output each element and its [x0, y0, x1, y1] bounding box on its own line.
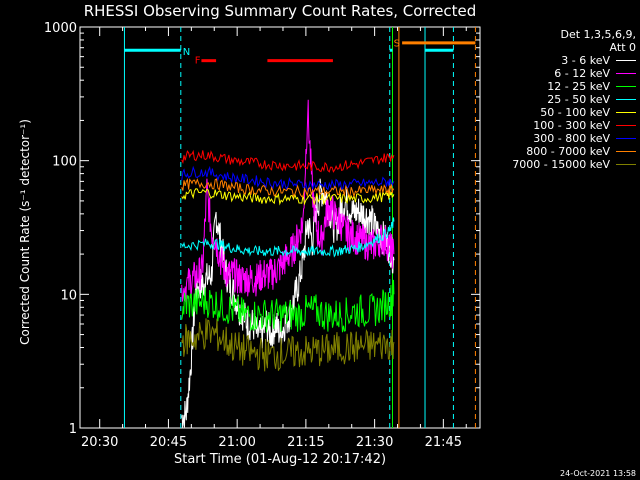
legend-entry: 6 - 12 keV: [484, 67, 636, 80]
series-50-100-keV: [181, 188, 395, 206]
legend-swatch: [616, 138, 636, 139]
flag-label-N: N: [183, 47, 190, 58]
legend-entry-label: 3 - 6 keV: [561, 54, 610, 67]
series-800-7000-keV: [181, 178, 395, 198]
legend-swatch: [616, 112, 636, 113]
legend-entry: 300 - 800 keV: [484, 132, 636, 145]
legend-swatch: [616, 164, 636, 165]
series-3-6-keV: [181, 178, 395, 428]
series-6-12-keV: [181, 99, 395, 303]
legend-entry-label: 300 - 800 keV: [533, 132, 610, 145]
series-7000-15000-keV: [181, 318, 395, 372]
series-25-50-keV: [181, 217, 395, 258]
x-tick-label-0: 20:30: [81, 435, 118, 450]
legend-entry-label: 12 - 25 keV: [547, 80, 610, 93]
legend-entry: 25 - 50 keV: [484, 93, 636, 106]
legend-header-2: Att 0: [609, 41, 636, 54]
legend-entry: 7000 - 15000 keV: [484, 158, 636, 171]
series-300-800-keV: [181, 165, 395, 192]
y-tick-label-2: 100: [52, 155, 77, 170]
legend-swatch: [616, 73, 636, 74]
legend-entry-label: 6 - 12 keV: [554, 67, 610, 80]
flag-label-S: S: [394, 39, 400, 50]
chart-title: RHESSI Observing Summary Count Rates, Co…: [83, 2, 477, 20]
legend-entry: 100 - 300 keV: [484, 119, 636, 132]
legend-entry: 3 - 6 keV: [484, 54, 636, 67]
y-axis-label: Corrected Count Rate (s⁻¹ detector⁻¹): [18, 119, 32, 345]
legend-entry-label: 800 - 7000 keV: [526, 145, 610, 158]
x-tick-label-4: 21:30: [356, 435, 393, 450]
series-100-300-keV: [181, 149, 395, 173]
y-tick-label-3: 1000: [44, 21, 77, 36]
footer-timestamp: 24-Oct-2021 13:58: [560, 469, 636, 478]
x-tick-label-2: 21:00: [218, 435, 255, 450]
legend-entry-label: 7000 - 15000 keV: [512, 158, 610, 171]
chart-legend: Det 1,3,5,6,9, Att 0 3 - 6 keV 6 - 12 keV…: [484, 28, 636, 171]
legend-header-1: Det 1,3,5,6,9,: [560, 28, 636, 41]
x-tick-label-3: 21:15: [287, 435, 324, 450]
legend-swatch: [616, 60, 636, 61]
legend-entry-label: 100 - 300 keV: [533, 119, 610, 132]
flag-label-F: F: [195, 56, 201, 67]
x-axis-label: Start Time (01-Aug-12 20:17:42): [173, 452, 387, 467]
legend-entry-label: 25 - 50 keV: [547, 93, 610, 106]
legend-rows: 3 - 6 keV 6 - 12 keV 12 - 25 keV 25 - 50 ke…: [484, 54, 636, 171]
x-tick-label-5: 21:45: [425, 435, 462, 450]
legend-swatch: [616, 99, 636, 100]
legend-entry-label: 50 - 100 keV: [540, 106, 610, 119]
series-12-25-keV: [181, 279, 395, 333]
y-tick-label-1: 10: [60, 288, 77, 303]
legend-entry: 12 - 25 keV: [484, 80, 636, 93]
legend-swatch: [616, 86, 636, 87]
y-tick-label-0: 1: [69, 422, 77, 437]
plot-frame: [79, 26, 481, 429]
legend-swatch: [616, 151, 636, 152]
x-tick-label-1: 20:45: [150, 435, 187, 450]
legend-entry: 800 - 7000 keV: [484, 145, 636, 158]
legend-swatch: [616, 125, 636, 126]
legend-entry: 50 - 100 keV: [484, 106, 636, 119]
